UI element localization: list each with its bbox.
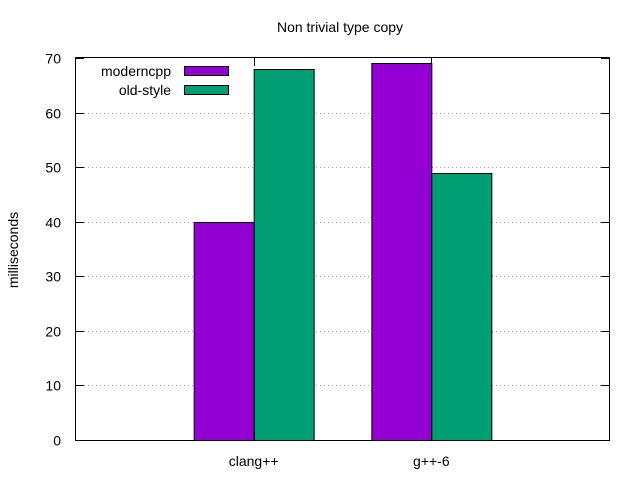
bar-g++-6-moderncpp xyxy=(371,63,433,441)
legend-swatch-moderncpp xyxy=(184,66,229,76)
x-tick-label: g++-6 xyxy=(413,453,450,469)
y-axis-label: milliseconds xyxy=(5,212,21,288)
y-tick-label: 70 xyxy=(45,51,61,67)
x-axis-ticks: clang++ g++-6 xyxy=(229,58,450,469)
grid-lines xyxy=(76,113,609,386)
y-tick-label: 50 xyxy=(45,160,61,176)
legend: moderncpp old-style xyxy=(101,63,229,98)
bars-group xyxy=(193,63,493,441)
chart-title: Non trivial type copy xyxy=(277,19,403,35)
y-tick-label: 30 xyxy=(45,269,61,285)
y-tick-label: 40 xyxy=(45,215,61,231)
y-tick-label: 60 xyxy=(45,106,61,122)
y-tick-label: 10 xyxy=(45,378,61,394)
bar-g++-6-old-style xyxy=(431,173,493,441)
legend-label: moderncpp xyxy=(101,63,171,79)
plot-frame xyxy=(75,57,610,441)
x-tick-label: clang++ xyxy=(229,453,279,469)
y-axis-ticks: 0 10 20 30 40 50 60 70 xyxy=(45,51,609,449)
legend-swatch-old-style xyxy=(184,85,229,95)
legend-label: old-style xyxy=(119,82,171,98)
bar-clang++-moderncpp xyxy=(193,222,255,441)
y-tick-label: 20 xyxy=(45,324,61,340)
y-tick-label: 0 xyxy=(53,433,61,449)
bar-clang++-old-style xyxy=(253,69,315,441)
